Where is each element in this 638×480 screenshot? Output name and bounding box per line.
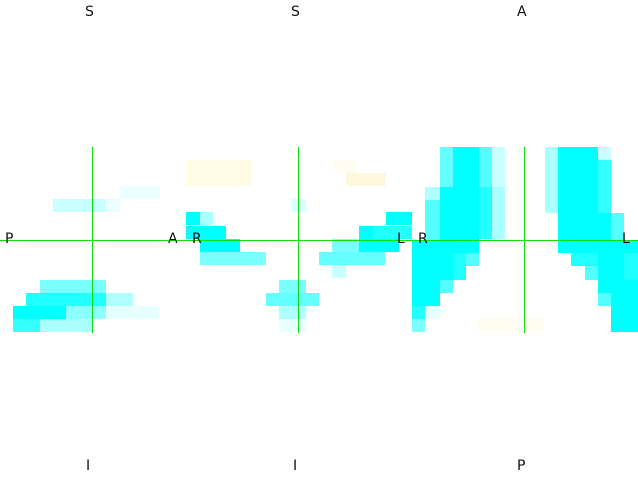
crosshair-vertical: [524, 147, 525, 333]
overlay-voxels: [412, 147, 638, 332]
crosshair-vertical: [92, 147, 93, 333]
axial-view[interactable]: A P R L: [412, 0, 638, 480]
sagittal-slice-image: [13, 186, 160, 332]
orientation-label-left: P: [5, 231, 14, 247]
coronal-view[interactable]: S I R L: [184, 0, 412, 480]
sagittal-view[interactable]: S I P A: [0, 0, 184, 480]
overlay-voxels: [13, 186, 160, 332]
orientation-label-left: R: [418, 231, 428, 247]
orientation-label-right: L: [397, 231, 405, 247]
orientation-label-right: A: [168, 231, 178, 247]
orientation-label-top: S: [85, 4, 94, 20]
axial-slice-image: [412, 147, 638, 332]
orientation-label-bottom: I: [293, 458, 298, 474]
orientation-label-right: L: [622, 231, 630, 247]
orientation-label-bottom: P: [517, 458, 526, 474]
coronal-slice-image: [186, 160, 412, 332]
orientation-label-bottom: I: [86, 458, 91, 474]
overlay-voxels: [186, 160, 412, 332]
crosshair-horizontal: [412, 240, 638, 241]
orientation-label-top: A: [517, 4, 527, 20]
orientation-label-top: S: [291, 4, 300, 20]
orientation-label-left: R: [192, 231, 202, 247]
crosshair-vertical: [298, 147, 299, 333]
